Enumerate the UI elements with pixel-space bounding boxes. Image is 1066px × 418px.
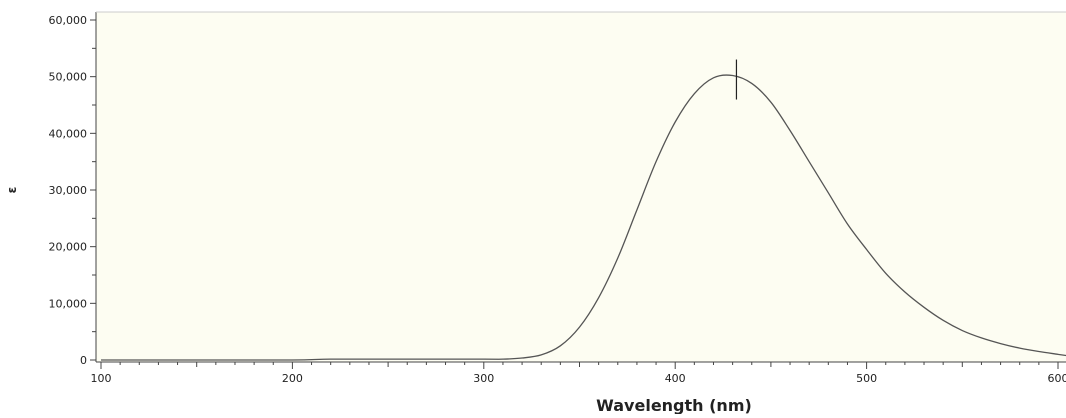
x-tick-label: 100 — [91, 372, 112, 385]
x-tick-label: 600 — [1048, 372, 1066, 385]
y-tick-label: 30,000 — [49, 184, 88, 197]
y-tick-label: 10,000 — [49, 297, 88, 310]
y-axis-title: ε — [5, 187, 19, 194]
x-tick-label: 200 — [282, 372, 303, 385]
y-tick-label: 0 — [80, 354, 87, 367]
y-tick-label: 20,000 — [49, 241, 88, 254]
x-axis-title: Wavelength (nm) — [596, 396, 752, 414]
x-tick-label: 400 — [665, 372, 686, 385]
x-tick-label: 300 — [473, 372, 494, 385]
plot-background — [96, 12, 1066, 362]
y-tick-label: 40,000 — [49, 127, 88, 140]
x-tick-label: 500 — [856, 372, 877, 385]
y-tick-label: 50,000 — [49, 71, 88, 84]
y-tick-label: 60,000 — [49, 14, 88, 27]
